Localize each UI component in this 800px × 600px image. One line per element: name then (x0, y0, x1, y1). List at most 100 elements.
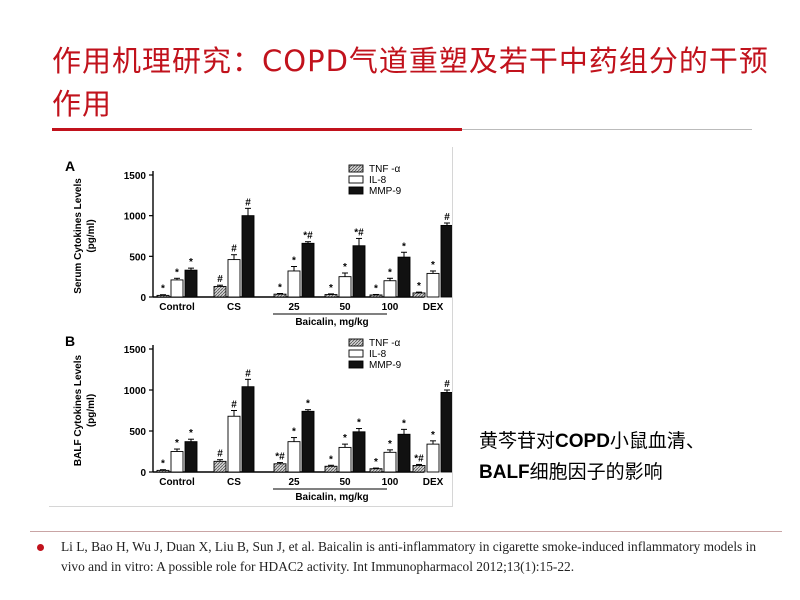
significance-mark: # (245, 197, 251, 208)
reference-text: Li L, Bao H, Wu J, Duan X, Liu B, Sun J,… (61, 539, 757, 574)
x-tick-label: 100 (382, 302, 399, 313)
significance-mark: * (343, 262, 347, 273)
bar-tnf-25 (273, 293, 287, 298)
bar-tnf-cs (213, 460, 227, 473)
legend-swatch (348, 175, 364, 184)
significance-mark: * (175, 438, 179, 449)
caption-text-1a: 黄芩苷对 (479, 430, 556, 452)
bar-mmp9-50 (352, 431, 366, 473)
bar-tnf-100 (369, 468, 383, 473)
bar-il8-50 (338, 276, 352, 298)
significance-mark: * (431, 260, 435, 271)
significance-mark: # (231, 244, 237, 255)
significance-mark: * (343, 433, 347, 444)
bar-tnf-control (156, 469, 170, 473)
x-tick-label: CS (227, 477, 241, 488)
significance-mark: * (306, 399, 310, 410)
caption-text-2b: 细胞因子的影响 (529, 461, 663, 483)
bar-il8-100 (383, 280, 397, 298)
figure-caption: 黄芩苷对COPD小鼠血清、 BALF细胞因子的影响 (479, 426, 779, 488)
significance-mark: # (217, 274, 223, 285)
legend-swatch (348, 360, 364, 369)
reference-divider (30, 531, 782, 532)
significance-mark: * (374, 457, 378, 468)
y-axis-label: BALF Cytokines Levels (73, 354, 84, 466)
bar-il8-50 (338, 446, 352, 473)
significance-mark: * (402, 418, 406, 429)
x-tick-label: 25 (288, 302, 300, 313)
y-axis-label: (pg/ml) (86, 219, 97, 252)
bar-tnf-dex (412, 292, 426, 298)
x-tick-label: DEX (423, 302, 444, 313)
bar-il8-25 (287, 441, 301, 473)
legend-swatch (348, 164, 364, 173)
significance-mark: # (217, 449, 223, 460)
cytokine-figure: A Serum Cytokines Levels (pg/ml) 0 500 1000 15… (49, 147, 453, 507)
significance-mark: # (444, 379, 450, 390)
significance-mark: * (388, 439, 392, 450)
significance-mark: *# (303, 231, 313, 242)
bar-mmp9-cs (241, 386, 255, 473)
bar-mmp9-control (184, 441, 198, 473)
legend-label: TNF -α (369, 164, 401, 175)
significance-mark: *# (354, 227, 364, 238)
y-tick-label: 1000 (124, 386, 147, 397)
significance-mark: * (292, 256, 296, 267)
significance-mark: * (388, 267, 392, 278)
bar-mmp9-25 (301, 410, 315, 473)
title-underline-gray (462, 129, 752, 130)
legend-label: MMP-9 (369, 360, 402, 371)
significance-mark: # (231, 400, 237, 411)
bar-tnf-100 (369, 294, 383, 298)
significance-mark: * (329, 283, 333, 294)
bar-mmp9-dex (440, 224, 452, 298)
significance-mark: * (329, 454, 333, 465)
y-tick-label: 1500 (124, 345, 147, 356)
panel-label-B: B (65, 333, 75, 349)
bar-mmp9-25 (301, 242, 315, 298)
x-axis-label: Baicalin, mg/kg (295, 317, 368, 328)
y-tick-label: 500 (129, 427, 146, 438)
caption-text-1c: 小鼠血清、 (609, 430, 705, 452)
bar-il8-control (170, 279, 184, 298)
bar-tnf-25 (273, 463, 287, 473)
x-tick-label: 50 (339, 302, 351, 313)
significance-mark: * (402, 241, 406, 252)
legend-swatch (348, 338, 364, 347)
bar-mmp9-100 (397, 256, 411, 298)
bar-mmp9-100 (397, 433, 411, 473)
bar-mmp9-50 (352, 245, 366, 298)
bar-il8-cs (227, 259, 241, 298)
slide-title: 作用机理研究：COPD气道重塑及若干中药组分的干预作用 (52, 44, 769, 121)
significance-mark: * (431, 430, 435, 441)
x-tick-label: 100 (382, 477, 399, 488)
y-tick-label: 0 (140, 468, 146, 479)
title-underline-red (52, 128, 462, 131)
significance-mark: * (374, 283, 378, 294)
significance-mark: *# (414, 453, 424, 464)
bar-mmp9-dex (440, 392, 452, 473)
y-tick-label: 1000 (124, 212, 147, 223)
bar-mmp9-control (184, 269, 198, 298)
bar-il8-dex (426, 443, 440, 473)
bar-il8-25 (287, 270, 301, 298)
legend-label: IL-8 (369, 175, 387, 186)
significance-mark: * (175, 267, 179, 278)
legend-swatch (348, 186, 364, 195)
bar-mmp9-cs (241, 215, 255, 298)
significance-mark: * (189, 428, 193, 439)
significance-mark: # (245, 368, 251, 379)
significance-mark: # (444, 212, 450, 223)
significance-mark: * (357, 418, 361, 429)
bar-il8-control (170, 451, 184, 473)
reference-bullet-icon (37, 544, 44, 551)
caption-text-1b: COPD (555, 431, 610, 452)
x-tick-label: 50 (339, 477, 351, 488)
legend-label: MMP-9 (369, 186, 402, 197)
caption-text-2a: BALF (479, 462, 530, 483)
bar-tnf-dex (412, 464, 426, 473)
bar-tnf-control (156, 294, 170, 298)
legend-label: IL-8 (369, 349, 387, 360)
bar-tnf-50 (324, 294, 338, 298)
